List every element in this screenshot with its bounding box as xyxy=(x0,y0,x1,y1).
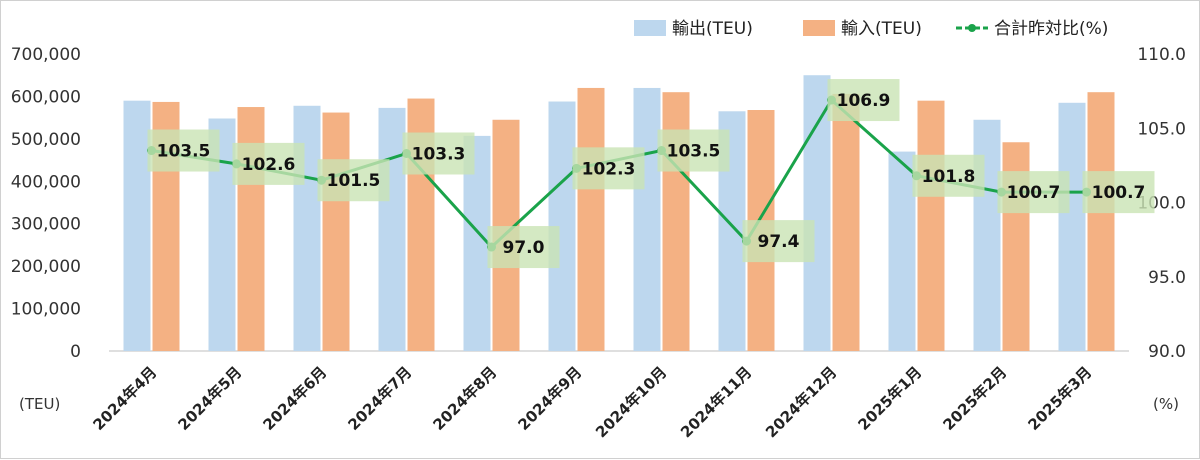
import-bar xyxy=(577,87,605,351)
export-bar xyxy=(633,87,661,351)
legend-label: 合計昨対比(%) xyxy=(994,19,1108,39)
data-label-box xyxy=(402,132,475,175)
legend-import-swatch xyxy=(803,20,835,36)
right-tick-label: 95.0 xyxy=(1148,268,1186,288)
category-label: 2024年8月 xyxy=(429,363,500,434)
import-bar xyxy=(1087,92,1115,351)
right-unit-label: (%) xyxy=(1153,395,1179,413)
data-label: 106.9 xyxy=(837,91,891,111)
bars xyxy=(123,75,1115,352)
data-label: 103.3 xyxy=(412,144,466,164)
left-axis: 0 100,000 200,000 300,000 400,000 500,000 600,… xyxy=(11,45,81,362)
data-label-box xyxy=(232,142,305,185)
legend-export-swatch xyxy=(634,20,666,36)
category-label: 2024年7月 xyxy=(344,363,415,434)
category-label: 2024年12月 xyxy=(762,363,840,441)
data-label: 101.5 xyxy=(327,171,381,191)
category-label: 2024年10月 xyxy=(592,363,670,441)
category-label: 2025年1月 xyxy=(854,363,925,434)
category-label: 2024年5月 xyxy=(174,363,245,434)
data-label: 97.0 xyxy=(503,238,545,258)
export-bar xyxy=(888,151,916,351)
data-label: 103.5 xyxy=(667,142,721,162)
data-label-box xyxy=(317,159,390,202)
export-bar xyxy=(803,75,831,351)
left-tick-label: 600,000 xyxy=(11,87,81,107)
category-labels: 2024年4月 2024年5月 2024年6月 2024年7月 2024年8月 2024年… xyxy=(89,363,1095,441)
category-label: 2024年4月 xyxy=(89,363,160,434)
data-label: 100.7 xyxy=(1092,183,1146,203)
category-label: 2024年11月 xyxy=(677,363,755,441)
data-label: 102.6 xyxy=(242,155,296,175)
data-label: 100.7 xyxy=(1007,183,1061,203)
legend: 輸出(TEU) 輸入(TEU) 合計昨対比(%) xyxy=(634,19,1108,39)
import-bar xyxy=(322,112,350,352)
export-bar xyxy=(123,100,151,352)
left-tick-label: 200,000 xyxy=(11,257,81,277)
data-label-box xyxy=(912,154,985,197)
data-label-box xyxy=(657,129,730,172)
legend-label: 輸入(TEU) xyxy=(841,19,922,39)
data-label: 97.4 xyxy=(758,232,800,252)
data-label: 101.8 xyxy=(922,167,976,187)
data-label-box xyxy=(827,79,900,122)
category-label: 2025年3月 xyxy=(1024,363,1095,434)
right-tick-label: 90.0 xyxy=(1148,342,1186,362)
yoy-line: 103.5 102.6 101.5 103.3 97.0 102.3 103.5 97.4 10… xyxy=(147,79,1155,269)
export-bar xyxy=(293,105,321,352)
data-label-box xyxy=(742,220,815,263)
right-tick-label: 105.0 xyxy=(1137,119,1186,139)
left-tick-label: 100,000 xyxy=(11,300,81,320)
data-label: 103.5 xyxy=(157,142,211,162)
left-tick-label: 700,000 xyxy=(11,45,81,65)
left-unit-label: (TEU) xyxy=(19,395,60,413)
category-label: 2024年6月 xyxy=(259,363,330,434)
export-bar xyxy=(378,107,406,352)
data-label-box xyxy=(487,226,560,269)
data-label-box xyxy=(572,147,645,190)
left-tick-label: 0 xyxy=(70,342,81,362)
data-label-box xyxy=(997,171,1070,214)
left-tick-label: 400,000 xyxy=(11,172,81,192)
import-bar xyxy=(917,100,945,352)
data-label: 102.3 xyxy=(582,159,636,179)
data-label-box xyxy=(147,129,220,172)
export-bar xyxy=(1058,102,1086,352)
left-tick-label: 300,000 xyxy=(11,215,81,235)
data-label-box xyxy=(1082,171,1155,214)
category-label: 2025年2月 xyxy=(939,363,1010,434)
import-bar xyxy=(832,93,860,351)
category-label: 2024年9月 xyxy=(514,363,585,434)
legend-line-marker xyxy=(968,24,976,32)
legend-label: 輸出(TEU) xyxy=(672,19,753,39)
right-tick-label: 110.0 xyxy=(1137,45,1186,65)
export-bar xyxy=(973,119,1001,351)
left-tick-label: 500,000 xyxy=(11,130,81,150)
